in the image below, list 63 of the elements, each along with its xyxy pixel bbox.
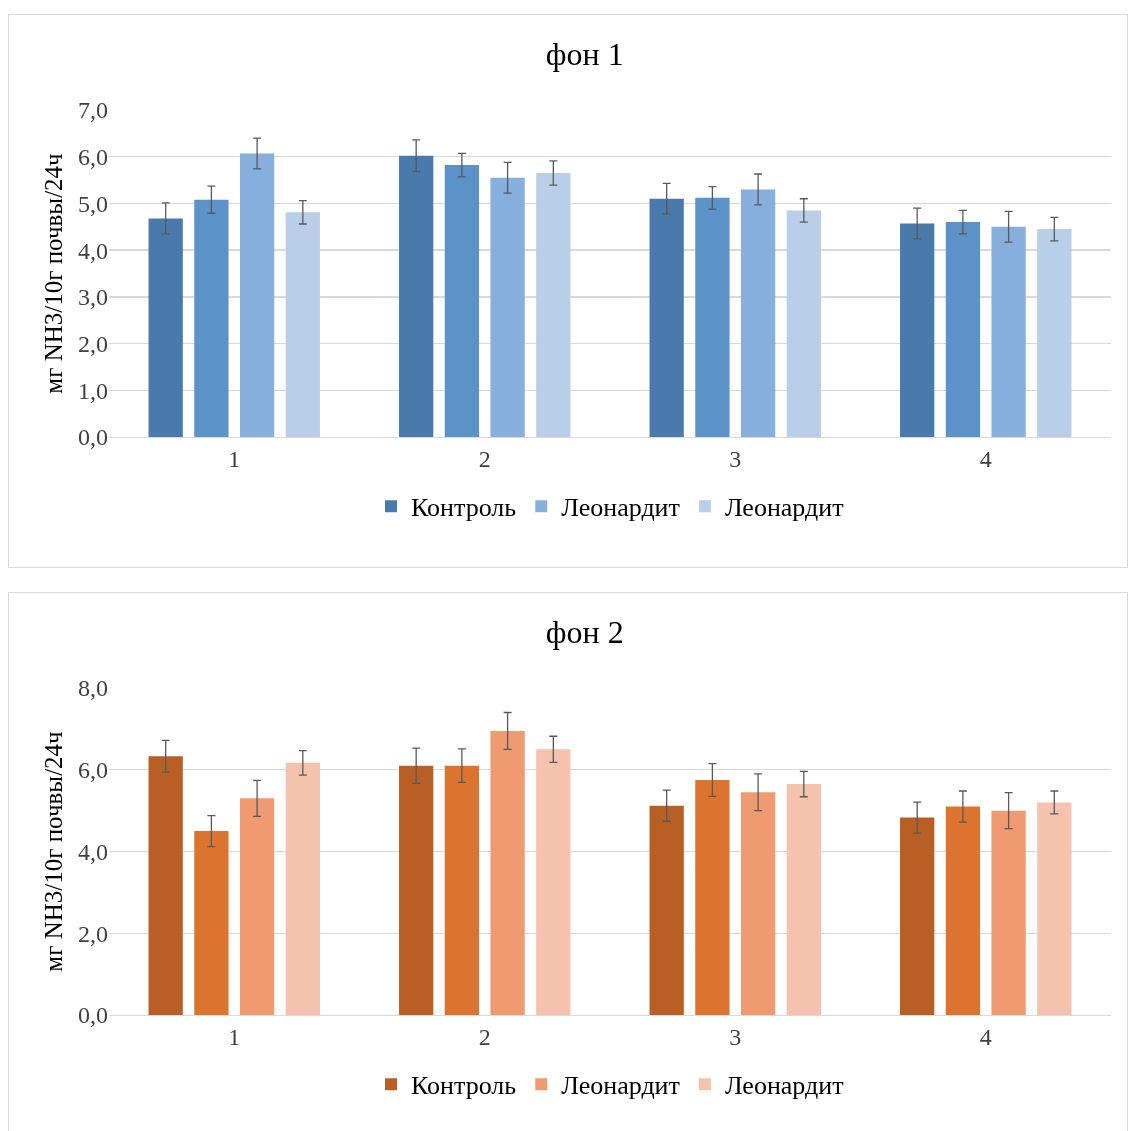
bar — [649, 805, 684, 1015]
legend-label: Контроль — [411, 1071, 517, 1101]
y-tick-label: 3,0 — [78, 284, 108, 311]
y-tick-label: 4,0 — [78, 237, 108, 264]
bar — [695, 197, 730, 437]
legend-label: Леонардит — [561, 1071, 680, 1101]
y-tick-label: 6,0 — [78, 144, 108, 171]
y-tick-label: 0,0 — [78, 424, 108, 451]
bar — [285, 762, 320, 1015]
legend-label: Леонардит — [724, 493, 844, 523]
bar — [536, 749, 571, 1015]
bar — [444, 765, 480, 1015]
bar — [490, 730, 525, 1015]
bar — [945, 806, 981, 1015]
bar — [786, 784, 821, 1015]
x-tick-label: 1 — [228, 446, 241, 473]
y-tick-label: 2,0 — [78, 330, 108, 357]
y-axis-title: мг NH3/10г почвы/24ч — [39, 731, 67, 972]
y-tick-label: 0,0 — [78, 1002, 108, 1029]
bar — [536, 173, 571, 437]
bar — [194, 831, 229, 1015]
y-tick-label: 7,0 — [78, 97, 108, 124]
bar — [1037, 802, 1072, 1015]
bar — [399, 155, 434, 437]
x-tick-label: 2 — [478, 446, 491, 473]
y-tick-label: 1,0 — [78, 377, 108, 404]
bar — [649, 198, 684, 437]
bar — [740, 189, 776, 437]
bar — [490, 177, 525, 437]
bar — [740, 792, 776, 1015]
bar — [991, 226, 1026, 437]
bar — [444, 165, 480, 437]
bar — [900, 817, 935, 1015]
x-tick-label: 4 — [979, 1024, 992, 1051]
bar — [194, 199, 229, 437]
y-tick-label: 5,0 — [78, 190, 108, 217]
bar — [786, 210, 821, 437]
bar — [1037, 229, 1072, 437]
bar — [900, 223, 935, 437]
chart-title: фон 1 — [545, 36, 624, 72]
bar — [399, 765, 434, 1015]
chart-title: фон 2 — [545, 614, 624, 650]
bar — [148, 218, 183, 437]
x-tick-label: 4 — [979, 446, 992, 473]
bar — [285, 212, 320, 437]
legend-label: Контроль — [411, 493, 517, 523]
bar — [239, 153, 275, 437]
bar — [991, 810, 1026, 1015]
legend-label: Леонардит — [724, 1071, 844, 1101]
bar — [239, 798, 275, 1015]
y-tick-label: 6,0 — [78, 757, 108, 784]
bar — [148, 756, 183, 1015]
bar — [945, 222, 981, 437]
y-tick-label: 8,0 — [78, 675, 108, 702]
y-tick-label: 4,0 — [78, 838, 108, 865]
bar — [695, 779, 730, 1015]
x-tick-label: 1 — [228, 1024, 241, 1051]
x-tick-label: 3 — [729, 1024, 742, 1051]
y-axis-title: мг NH3/10г почвы/24ч — [39, 153, 67, 394]
y-tick-label: 2,0 — [78, 920, 108, 947]
x-tick-label: 3 — [729, 446, 742, 473]
legend-label: Леонардит — [561, 493, 680, 523]
x-tick-label: 2 — [478, 1024, 491, 1051]
